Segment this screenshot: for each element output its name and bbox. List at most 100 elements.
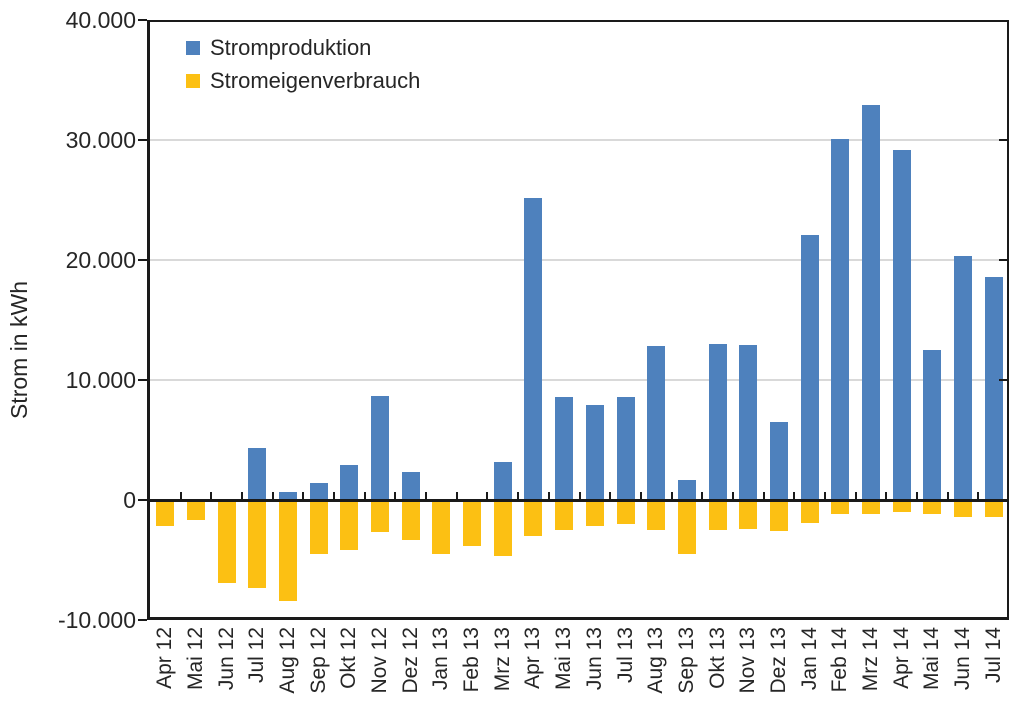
x-tick-label-Jul-13: Jul 13	[610, 627, 641, 717]
x-axis-tick	[762, 491, 765, 499]
y-tick-label: 30.000	[65, 127, 136, 153]
x-tick-label-Mai-12: Mai 12	[181, 627, 212, 717]
x-axis-tick	[455, 491, 458, 499]
y-axis-tick	[138, 619, 147, 621]
bar-stromeigenverbrauch-Apr-12	[156, 500, 175, 527]
x-tick-label-Mai-13: Mai 13	[549, 627, 580, 717]
x-axis-tick	[609, 491, 612, 499]
bar-stromeigenverbrauch-Jan-13	[432, 500, 451, 554]
x-tick-label-text: Aug 12	[276, 627, 300, 694]
bar-stromeigenverbrauch-Nov-12	[371, 500, 390, 533]
x-tick-label-Feb-13: Feb 13	[457, 627, 488, 717]
x-tick-label-text: Feb 13	[460, 627, 484, 693]
right-axis-tick	[999, 379, 1009, 381]
x-tick-label-text: Jul 12	[245, 627, 269, 684]
x-tick-label-Mai-14: Mai 14	[917, 627, 948, 717]
bar-stromproduktion-Aug-13	[647, 346, 666, 500]
x-axis-tick	[578, 491, 581, 499]
legend-swatch	[186, 40, 200, 55]
y-tick-label: 10.000	[65, 367, 136, 393]
bar-stromproduktion-Feb-14	[831, 138, 850, 500]
bar-stromeigenverbrauch-Feb-14	[831, 500, 850, 515]
bar-stromproduktion-Mrz-14	[861, 105, 880, 500]
x-tick-label-text: Jan 13	[429, 627, 453, 691]
plot-area	[138, 19, 1009, 621]
x-axis-tick	[731, 491, 734, 499]
x-axis-tick	[302, 491, 305, 499]
x-tick-label-text: Apr 14	[889, 627, 913, 689]
legend-label: Stromeigenverbrauch	[210, 67, 421, 93]
bar-stromeigenverbrauch-Apr-13	[524, 500, 543, 536]
legend-item-stromproduktion: Stromproduktion	[186, 34, 420, 61]
bar-stromeigenverbrauch-Nov-13	[739, 500, 758, 529]
x-axis-tick	[271, 491, 274, 499]
x-tick-label-text: Jan 14	[797, 627, 821, 691]
x-axis-tick	[946, 491, 949, 499]
x-tick-label-Jul-12: Jul 12	[242, 627, 273, 717]
x-tick-label-Okt-12: Okt 12	[334, 627, 365, 717]
x-tick-label-text: Mrz 14	[858, 627, 882, 692]
plot-border-top	[147, 20, 1009, 22]
bar-stromproduktion-Mai-13	[555, 396, 574, 500]
x-tick-label-Sep-13: Sep 13	[672, 627, 703, 717]
x-tick-label-Jun-12: Jun 12	[211, 627, 242, 717]
bar-stromproduktion-Nov-13	[739, 345, 758, 500]
x-tick-label-Apr-13: Apr 13	[518, 627, 549, 717]
x-axis-tick	[793, 491, 796, 499]
y-tick-label: 20.000	[65, 247, 136, 273]
x-tick-label-Dez-13: Dez 13	[764, 627, 795, 717]
bar-stromeigenverbrauch-Mai-12	[187, 500, 206, 521]
x-axis-tick	[977, 491, 980, 499]
legend: Stromproduktion Stromeigenverbrauch	[186, 34, 420, 100]
x-tick-label-text: Okt 13	[705, 627, 729, 689]
bar-stromeigenverbrauch-Jun-14	[953, 500, 972, 517]
legend-item-stromeigenverbrauch: Stromeigenverbrauch	[186, 67, 420, 94]
x-axis-tick	[363, 491, 366, 499]
x-tick-label-text: Jul 14	[981, 627, 1005, 684]
y-axis-tick	[138, 499, 147, 501]
x-tick-label-Jan-14: Jan 14	[794, 627, 825, 717]
bar-stromeigenverbrauch-Aug-12	[279, 500, 298, 601]
x-tick-label-text: Mai 13	[552, 627, 576, 691]
x-tick-label-Jun-14: Jun 14	[948, 627, 979, 717]
y-axis-tick	[138, 259, 147, 261]
x-axis-tick	[486, 491, 489, 499]
bar-stromproduktion-Jul-13	[616, 396, 635, 500]
bar-stromeigenverbrauch-Sep-12	[309, 500, 328, 554]
bar-stromproduktion-Jul-14	[984, 276, 1003, 500]
bar-stromeigenverbrauch-Jun-12	[217, 500, 236, 583]
x-axis-tick	[425, 491, 428, 499]
bar-stromproduktion-Jan-14	[800, 234, 819, 500]
x-tick-label-text: Okt 12	[337, 627, 361, 689]
x-tick-label-Nov-12: Nov 12	[365, 627, 396, 717]
bar-stromeigenverbrauch-Okt-13	[708, 500, 727, 530]
x-tick-label-text: Jul 13	[613, 627, 637, 684]
bar-stromproduktion-Apr-14	[892, 149, 911, 500]
x-tick-label-text: Aug 13	[644, 627, 668, 694]
bar-stromeigenverbrauch-Sep-13	[677, 500, 696, 554]
x-tick-label-text: Feb 14	[828, 627, 852, 693]
bar-stromproduktion-Dez-13	[769, 422, 788, 500]
x-tick-label-Feb-14: Feb 14	[825, 627, 856, 717]
y-axis-title: Strom in kWh	[5, 280, 32, 420]
bar-stromeigenverbrauch-Mrz-13	[493, 500, 512, 557]
bar-stromproduktion-Jun-14	[953, 256, 972, 500]
x-axis-tick	[639, 491, 642, 499]
plot-border-right	[1007, 20, 1009, 620]
x-tick-label-text: Sep 12	[306, 627, 330, 694]
y-tick-label: -10.000	[57, 607, 136, 633]
x-axis-tick	[241, 491, 244, 499]
bar-stromeigenverbrauch-Mrz-14	[861, 500, 880, 515]
x-axis-tick	[210, 491, 213, 499]
x-tick-label-text: Jun 13	[582, 627, 606, 691]
bar-stromproduktion-Jul-12	[248, 448, 267, 500]
bar-stromproduktion-Jun-13	[585, 405, 604, 500]
gridline-30000	[150, 139, 1009, 141]
y-axis-tick	[138, 19, 147, 21]
bar-stromproduktion-Apr-13	[524, 197, 543, 500]
x-tick-label-Apr-14: Apr 14	[886, 627, 917, 717]
x-tick-label-Jun-13: Jun 13	[580, 627, 611, 717]
y-axis-line	[147, 20, 150, 620]
x-tick-label-text: Sep 13	[674, 627, 698, 694]
